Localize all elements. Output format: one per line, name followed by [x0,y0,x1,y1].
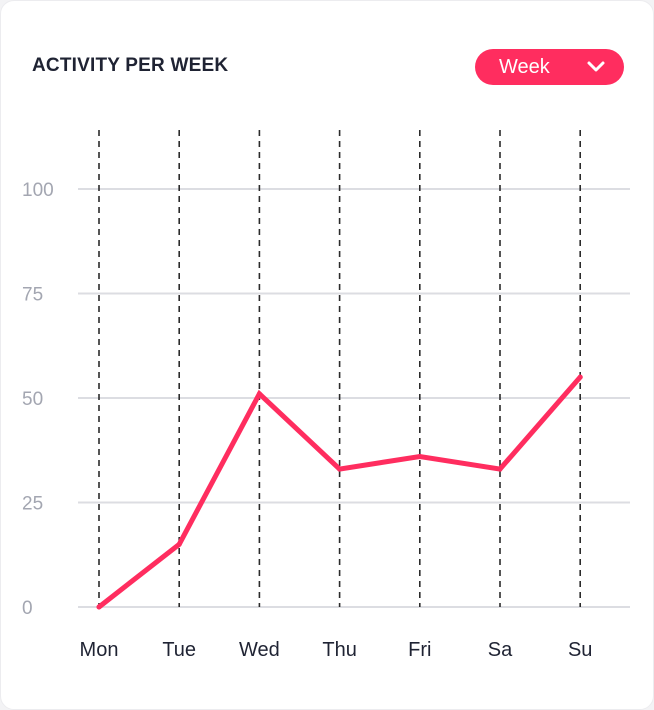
data-point-fri[interactable] [417,454,423,460]
horizontal-gridlines [78,188,630,608]
y-tick-label: 0 [22,598,33,619]
x-tick-label: Sa [488,639,513,661]
y-tick-label: 100 [22,180,54,201]
data-point-su[interactable] [577,374,583,380]
vertical-dashed-gridlines [98,130,582,607]
period-dropdown[interactable]: Week [475,49,624,85]
x-tick-label: Thu [322,639,356,661]
y-axis-ticks: 0 25 50 75 100 [22,180,54,619]
card-title: ACTIVITY PER WEEK [32,55,229,76]
data-point-wed[interactable] [256,391,262,397]
x-axis-ticks: Mon Tue Wed Thu Fri Sa Su [80,639,593,661]
data-point-thu[interactable] [337,466,343,472]
x-tick-label: Fri [408,639,431,661]
data-point-sa[interactable] [497,466,503,472]
data-point-mon[interactable] [96,604,102,610]
x-tick-label: Wed [239,639,280,661]
x-tick-label: Tue [162,639,196,661]
chevron-down-icon [587,61,605,72]
data-point-tue[interactable] [176,541,182,547]
series-layer [96,374,583,610]
period-dropdown-label: Week [499,55,550,78]
y-tick-label: 25 [22,494,43,515]
x-tick-label: Su [568,639,592,661]
y-tick-label: 75 [22,285,43,306]
x-tick-label: Mon [80,639,119,661]
y-tick-label: 50 [22,389,43,410]
